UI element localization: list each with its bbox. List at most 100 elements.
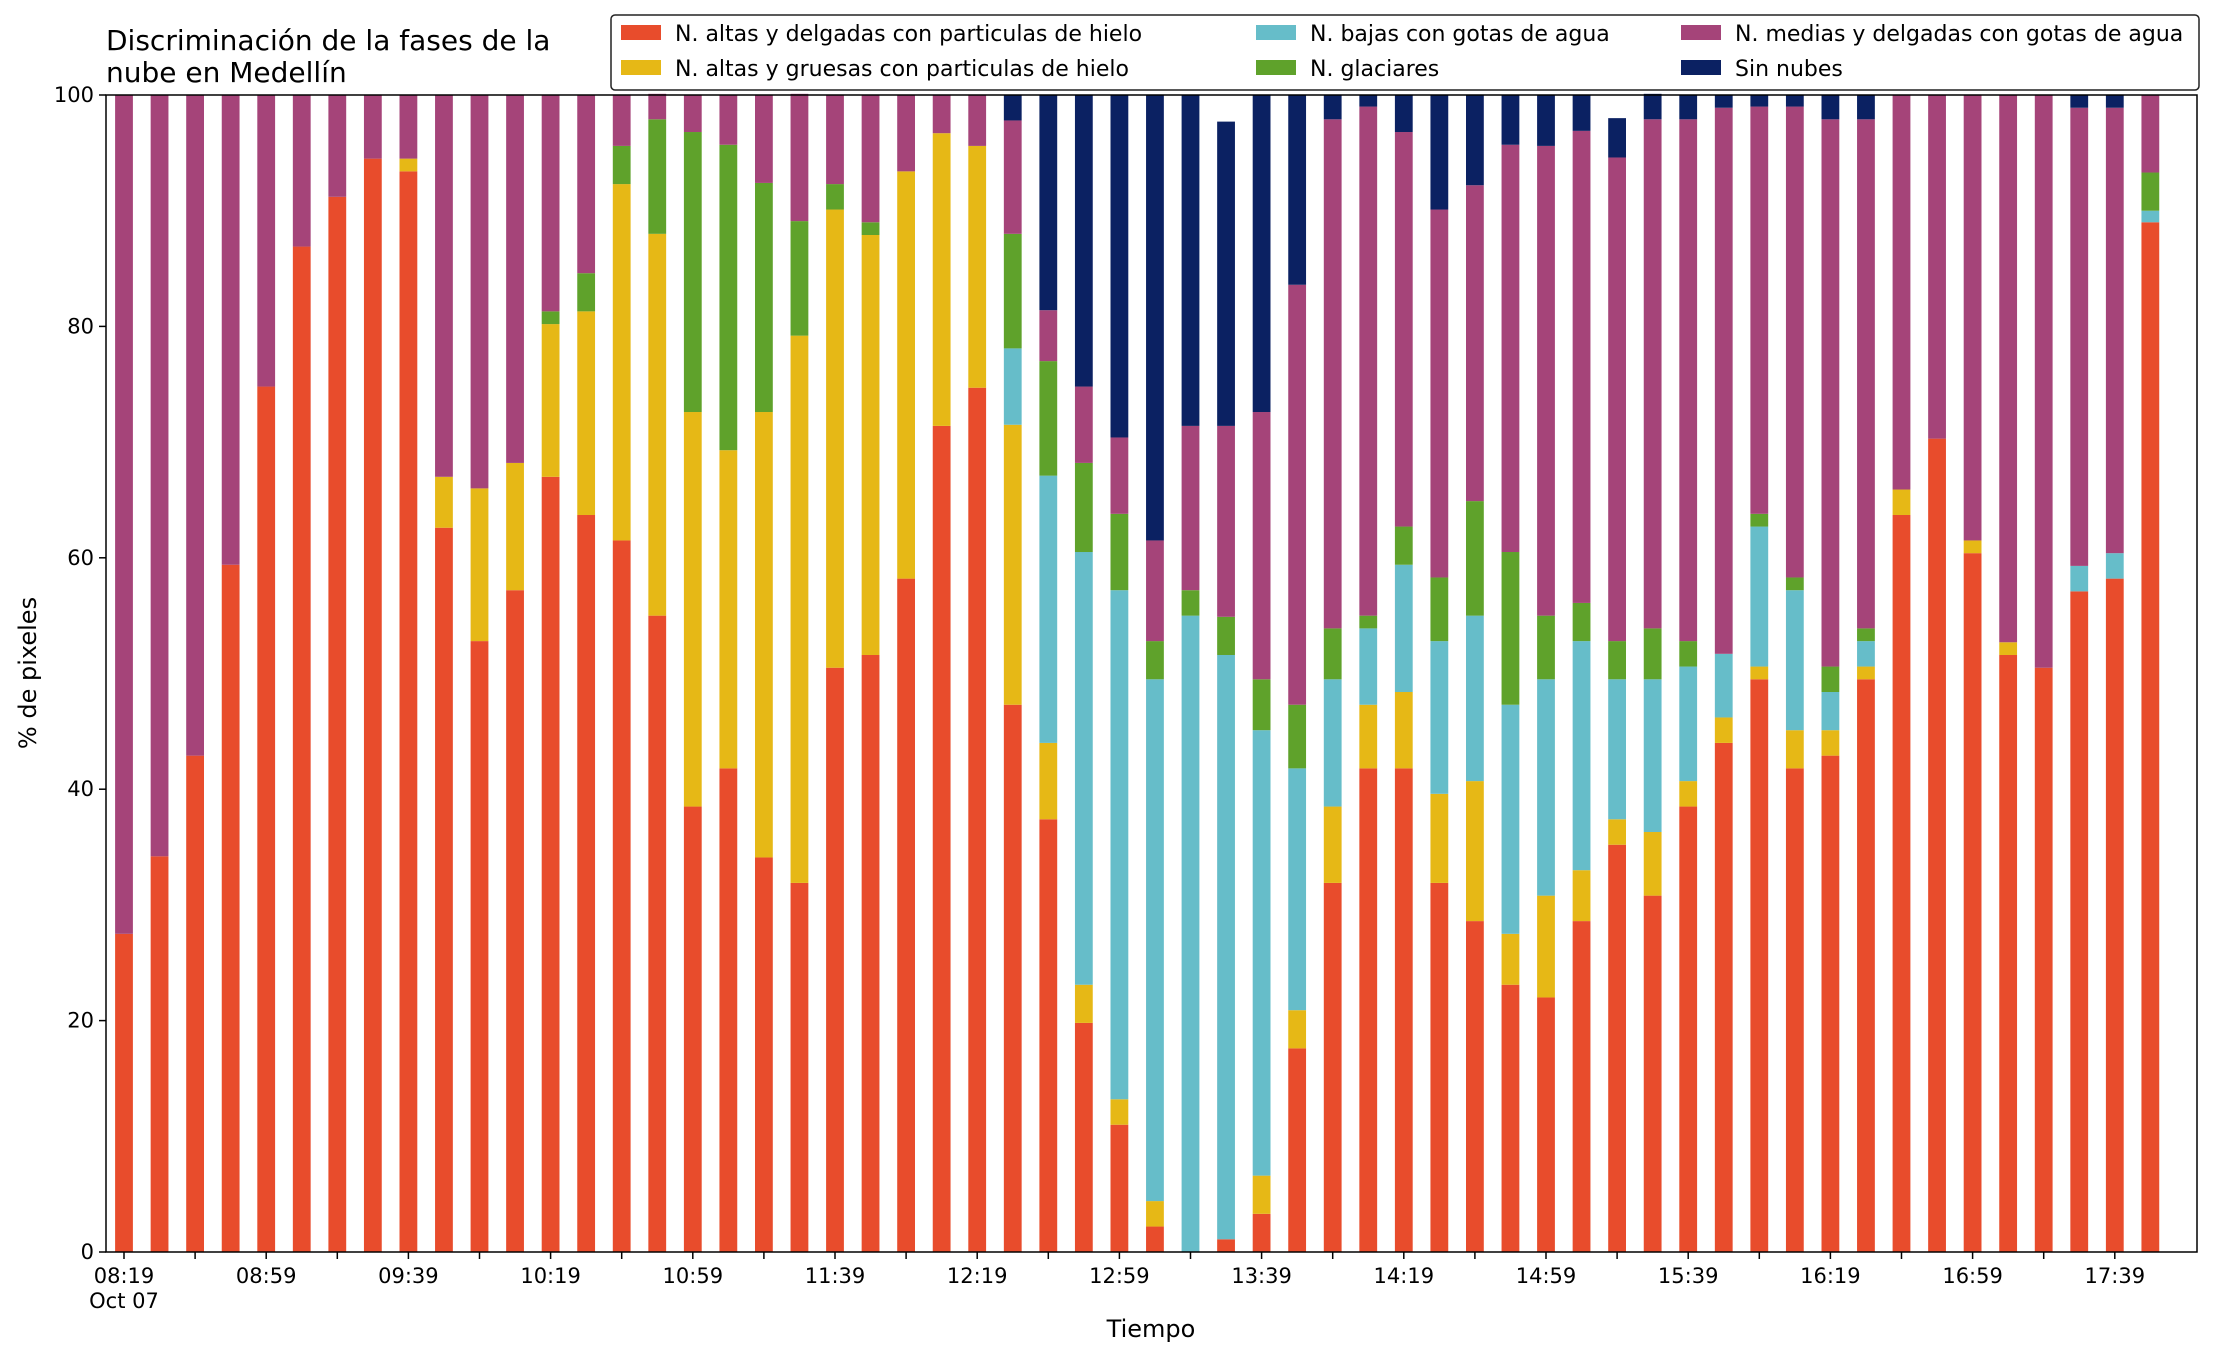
bar-segment-1-14	[577, 514, 596, 1252]
bar-segment-6-39	[1466, 95, 1484, 186]
bar-segment-4-26	[1003, 233, 1022, 349]
bar-segment-1-49	[1821, 755, 1840, 1252]
bar-segment-2-36	[1359, 704, 1378, 769]
bar-segment-1-1	[115, 933, 133, 1252]
bar-segment-5-15	[612, 95, 631, 146]
x-tick-label: 10:19	[520, 1264, 581, 1288]
bar-segment-2-44	[1643, 832, 1662, 896]
bar-segment-5-42	[1572, 130, 1591, 603]
bar-segment-2-50	[1857, 666, 1875, 680]
bar-segment-6-35	[1323, 95, 1342, 120]
bar-segment-1-30	[1146, 1226, 1164, 1252]
bar-segment-1-45	[1679, 806, 1698, 1252]
legend-swatch-5	[1681, 25, 1721, 40]
bar-segment-1-51	[1892, 514, 1911, 1252]
bar-segment-4-31	[1181, 590, 1200, 616]
bar-segment-5-57	[2105, 107, 2124, 554]
bar-segment-4-43	[1608, 641, 1626, 680]
bar-segment-1-18	[719, 768, 738, 1252]
bar-segment-3-40	[1501, 704, 1520, 934]
bar-segment-2-29	[1110, 1099, 1129, 1125]
bar-segment-1-57	[2105, 578, 2124, 1252]
bar-segment-6-34	[1288, 95, 1307, 285]
bar-segment-4-20	[790, 221, 809, 336]
bar-segment-5-32	[1217, 425, 1235, 617]
bar-segment-3-44	[1643, 679, 1662, 832]
bar-segment-4-22	[861, 222, 880, 235]
bar-segment-2-20	[790, 335, 809, 883]
bar-segment-5-5	[257, 95, 276, 387]
bar-segment-1-27	[1039, 819, 1058, 1252]
bar-segment-2-28	[1074, 984, 1093, 1023]
bar-segment-1-58	[2141, 222, 2160, 1252]
bar-segment-2-39	[1466, 781, 1484, 922]
x-tick-label: 09:39	[378, 1264, 439, 1288]
bar-segment-6-29	[1110, 95, 1129, 438]
bar-segment-6-30	[1146, 95, 1164, 541]
bar-segment-3-37	[1394, 564, 1413, 693]
bar-segment-6-47	[1750, 95, 1769, 107]
bar-segment-6-50	[1857, 95, 1875, 120]
bar-segment-4-13	[541, 311, 560, 325]
plot-frame	[105, 94, 2198, 1253]
bar-segment-5-28	[1074, 386, 1093, 463]
bar-segment-5-7	[328, 95, 347, 197]
bar-segment-2-46	[1714, 717, 1733, 743]
bar-segment-1-7	[328, 196, 347, 1252]
bar-segment-5-6	[292, 95, 311, 247]
bar-segment-1-42	[1572, 921, 1591, 1252]
bars-group	[115, 93, 2160, 1253]
y-tick-label: 0	[81, 1240, 94, 1264]
bar-segment-5-44	[1643, 119, 1662, 629]
bar-segment-1-53	[1963, 553, 1982, 1252]
bar-segment-1-44	[1643, 895, 1662, 1252]
bar-segment-4-21	[826, 184, 844, 210]
bar-segment-5-48	[1785, 106, 1804, 578]
bar-segment-1-10	[435, 527, 453, 1252]
bar-segment-5-41	[1537, 145, 1555, 616]
bar-segment-1-33	[1252, 1213, 1271, 1252]
bar-segment-4-30	[1146, 641, 1164, 680]
bar-segment-2-24	[932, 133, 951, 426]
bar-segment-4-40	[1501, 552, 1520, 705]
bar-segment-5-52	[1928, 95, 1946, 439]
bar-segment-5-30	[1146, 540, 1164, 642]
bar-segment-4-18	[719, 144, 738, 451]
bar-segment-5-23	[897, 95, 915, 172]
bar-segment-1-35	[1323, 882, 1342, 1252]
x-tick-label: 15:39	[1658, 1264, 1719, 1288]
bar-segment-5-18	[719, 95, 738, 145]
bar-segment-1-5	[257, 386, 276, 1252]
bar-segment-6-33	[1252, 95, 1271, 413]
bar-segment-2-35	[1323, 806, 1342, 883]
bar-segment-5-43	[1608, 157, 1626, 642]
bar-segment-1-20	[790, 882, 809, 1252]
y-tick-label: 20	[67, 1009, 94, 1033]
bar-segment-5-11	[470, 95, 489, 489]
bar-segment-4-48	[1785, 577, 1804, 591]
x-tick-label: 17:39	[2085, 1264, 2146, 1288]
bar-segment-2-25	[968, 145, 987, 388]
bar-segment-5-35	[1323, 119, 1342, 629]
bar-segment-5-53	[1963, 95, 1982, 541]
bar-segment-3-35	[1323, 679, 1342, 807]
bar-segment-5-56	[2070, 107, 2089, 566]
legend-swatch-3	[1256, 25, 1296, 40]
bar-segment-2-21	[826, 209, 844, 668]
bar-segment-2-33	[1252, 1175, 1271, 1214]
bar-segment-6-41	[1537, 95, 1555, 146]
bar-segment-5-51	[1892, 95, 1911, 490]
bar-segment-2-22	[861, 235, 880, 655]
bar-segment-5-9	[399, 95, 418, 159]
bar-segment-4-45	[1679, 641, 1698, 667]
bar-segment-2-13	[541, 324, 560, 477]
bar-segment-4-39	[1466, 501, 1484, 616]
bar-segment-6-28	[1074, 95, 1093, 387]
bar-segment-5-49	[1821, 119, 1840, 667]
bar-segment-3-50	[1857, 641, 1875, 667]
bar-segment-6-42	[1572, 95, 1591, 131]
bar-segment-3-33	[1252, 730, 1271, 1176]
bar-segment-4-36	[1359, 615, 1378, 629]
bar-segment-2-30	[1146, 1201, 1164, 1227]
bar-segment-2-43	[1608, 819, 1626, 845]
